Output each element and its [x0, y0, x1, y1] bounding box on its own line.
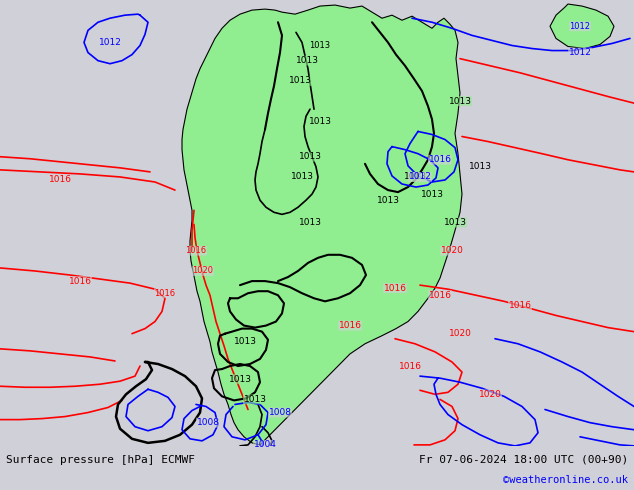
Polygon shape: [550, 4, 614, 49]
Text: 1016: 1016: [429, 155, 451, 164]
Text: 1020: 1020: [441, 246, 463, 255]
Text: 1013: 1013: [243, 395, 266, 404]
Text: 1012: 1012: [98, 38, 122, 47]
Text: 1013: 1013: [228, 375, 252, 384]
Text: 1013: 1013: [469, 162, 491, 171]
Text: Surface pressure [hPa] ECMWF: Surface pressure [hPa] ECMWF: [6, 455, 195, 465]
Text: 1020: 1020: [193, 267, 214, 275]
Text: 1013: 1013: [309, 41, 330, 50]
Text: 1016: 1016: [48, 175, 72, 184]
Text: 1016: 1016: [185, 246, 207, 255]
Text: 1016: 1016: [68, 276, 91, 286]
Text: 1013: 1013: [290, 172, 313, 181]
Text: 1016: 1016: [384, 284, 406, 293]
Text: Fr 07-06-2024 18:00 UTC (00+90): Fr 07-06-2024 18:00 UTC (00+90): [418, 455, 628, 465]
Text: 1020: 1020: [449, 329, 472, 338]
Text: 1008: 1008: [269, 408, 292, 417]
Text: 1013: 1013: [403, 172, 427, 181]
Text: 1016: 1016: [155, 289, 176, 298]
Text: 1012: 1012: [569, 22, 590, 31]
Text: 1013: 1013: [299, 152, 321, 161]
Text: 1020: 1020: [479, 390, 501, 399]
Text: 1008: 1008: [197, 418, 219, 427]
Text: 1016: 1016: [429, 291, 451, 300]
Text: 1013: 1013: [420, 190, 444, 198]
Text: ©weatheronline.co.uk: ©weatheronline.co.uk: [503, 475, 628, 485]
Text: 1013: 1013: [288, 76, 311, 85]
Text: 1013: 1013: [309, 117, 332, 126]
Text: 1012: 1012: [569, 48, 592, 57]
Text: 1013: 1013: [448, 97, 472, 106]
Text: 1013: 1013: [377, 196, 399, 205]
Text: 1013: 1013: [233, 337, 257, 346]
Text: 1016: 1016: [339, 321, 361, 330]
Polygon shape: [182, 5, 462, 445]
Text: 1013: 1013: [299, 218, 321, 227]
Text: 1012: 1012: [408, 172, 432, 181]
Text: 1013: 1013: [444, 218, 467, 227]
Text: 1013: 1013: [295, 56, 318, 65]
Text: 1004: 1004: [254, 441, 276, 449]
Text: 1016: 1016: [399, 362, 422, 370]
Text: 1016: 1016: [508, 301, 531, 310]
